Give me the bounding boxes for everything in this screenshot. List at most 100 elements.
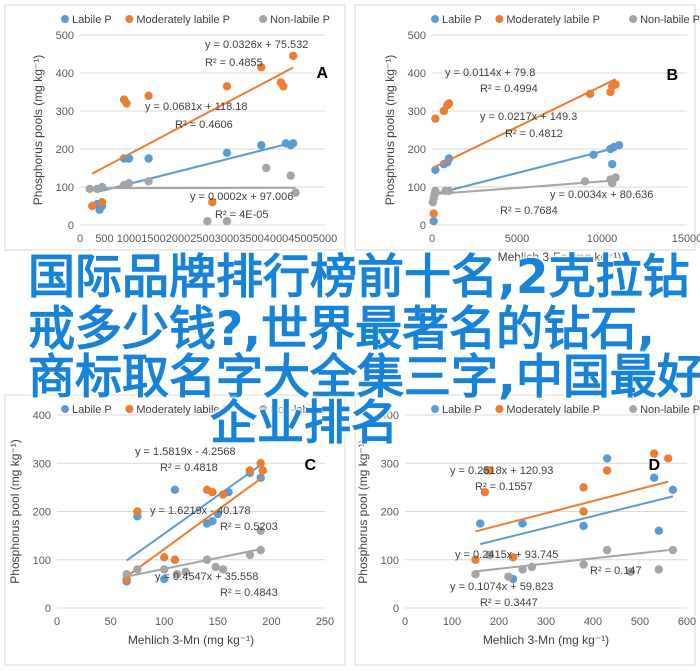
data-point [218, 490, 228, 499]
data-point [471, 570, 480, 579]
data-point [279, 82, 288, 91]
data-point [160, 574, 169, 584]
data-point [444, 186, 454, 195]
x-tick-label: 600 [678, 616, 696, 628]
panel-letter: D [648, 457, 660, 474]
x-tick-label: 250 [316, 616, 334, 628]
trendline-moderately-labile-p [126, 476, 264, 578]
x-tick-label: 4500 [288, 233, 312, 245]
legend-marker [629, 405, 638, 413]
legend-marker [431, 15, 439, 23]
y-axis-title: Phosphorus pool (mg kg⁻¹) [8, 439, 22, 583]
data-point [122, 570, 131, 579]
y-tick-label: 500 [56, 30, 74, 42]
fit-r-squared: R² = 0.4855 [205, 57, 263, 69]
trendline-non-labile-p [126, 548, 261, 578]
x-tick-label: 5000 [313, 233, 337, 245]
legend: Labile P Moderately labile P Non-labile P [61, 404, 330, 416]
data-point [668, 485, 678, 494]
data-point [664, 454, 673, 463]
trendline-labile-p [126, 464, 262, 562]
y-tick-label: 200 [56, 144, 74, 156]
x-tick-label: 150 [209, 616, 227, 628]
data-point [256, 459, 265, 468]
legend-marker [259, 405, 268, 413]
data-point [262, 163, 271, 173]
y-tick-label: 200 [408, 144, 426, 156]
fit-equation: y = 0.2415x + 93.745 [455, 549, 558, 561]
x-tick-label: 1500 [141, 233, 165, 245]
panel-letter: A [316, 65, 328, 82]
data-point [258, 466, 268, 475]
legend-label: Moderately labile P [136, 14, 230, 26]
data-point [602, 454, 612, 463]
y-tick-label: 100 [381, 555, 399, 567]
data-point [649, 449, 659, 458]
x-tick-label: 400 [584, 616, 602, 628]
y-tick-label: 0 [393, 603, 399, 615]
data-point [85, 184, 95, 194]
legend: Labile P Moderately labile P Non-labile P [431, 404, 700, 416]
y-tick-label: 200 [33, 507, 51, 519]
fit-equation: y = 0.4547x + 35.558 [155, 571, 258, 583]
data-point [608, 160, 617, 169]
x-tick-label: 100 [443, 616, 461, 628]
data-point [245, 550, 255, 560]
fit-r-squared: R² = 0.1557 [475, 481, 533, 493]
y-axis-title: Phosphorus pools (mg kg⁻¹) [31, 55, 45, 205]
data-point [222, 217, 232, 226]
data-point [97, 198, 107, 207]
fit-r-squared: R² = 0.7684 [500, 205, 558, 217]
data-point [444, 99, 454, 108]
legend-label: Moderately labile P [136, 404, 230, 416]
legend-marker [259, 15, 268, 23]
legend: Labile P Moderately labile P Non-labile P [61, 14, 330, 26]
y-tick-label: 0 [68, 220, 74, 232]
fit-equation: y = 0.0114x + 79.8 [445, 67, 535, 79]
data-point [291, 188, 300, 197]
fit-equation: y = 0.0034x + 80.636 [550, 189, 653, 201]
data-point [203, 217, 212, 226]
x-tick-label: 10000 [587, 233, 618, 245]
data-point [579, 521, 588, 531]
x-tick-label: 1000 [117, 233, 141, 245]
data-point [580, 177, 590, 186]
fit-r-squared: R² = 4E-05 [215, 209, 269, 221]
y-tick-label: 0 [420, 220, 426, 232]
data-point [611, 173, 620, 182]
y-tick-label: 400 [408, 68, 426, 80]
y-tick-label: 100 [408, 182, 426, 194]
data-point [133, 507, 142, 516]
trendline-labile-p [433, 146, 620, 196]
legend-marker [61, 15, 69, 23]
legend-marker [61, 405, 69, 413]
data-point [160, 565, 169, 574]
x-tick-label: 0 [54, 616, 60, 628]
legend-label: Non-labile P [640, 14, 700, 26]
legend: Labile P Moderately labile P Non-labile P [431, 14, 700, 26]
data-point [222, 82, 232, 91]
x-tick-label: 0 [429, 233, 435, 245]
x-axis-title: Mehlich 3-Mn (mg kg⁻¹) [128, 633, 254, 647]
x-tick-label: 3500 [239, 233, 263, 245]
data-point [431, 186, 440, 195]
data-point [202, 555, 212, 564]
fit-r-squared: R² = 0.5203 [220, 521, 278, 533]
chart-panel-d: 0 100 200 300 400 0 100 200 300 400 500 600 Mehlich … [354, 394, 700, 666]
x-tick-label: 0 [77, 233, 83, 245]
legend-marker [125, 15, 134, 23]
y-tick-label: 100 [56, 182, 74, 194]
legend-marker [495, 405, 504, 413]
data-point [124, 179, 134, 188]
data-point [288, 139, 298, 148]
fit-equation: y = 0.0681x + 118.18 [145, 101, 248, 113]
fit-equation: y = 1.6219x - 40.178 [150, 505, 251, 517]
x-tick-label: 500 [631, 616, 649, 628]
data-point [218, 565, 228, 574]
data-point [208, 516, 217, 526]
legend-marker [431, 405, 439, 413]
legend-marker [495, 15, 504, 23]
data-point [614, 141, 624, 150]
fit-r-squared: R² = 0.4843 [220, 587, 278, 599]
data-point [649, 473, 659, 482]
